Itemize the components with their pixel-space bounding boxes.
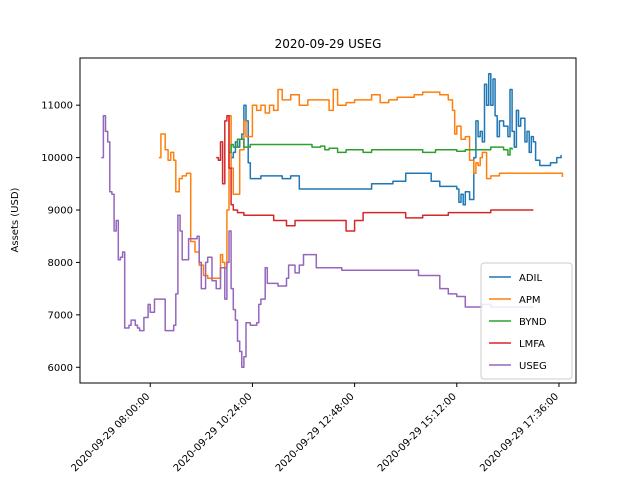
legend-label-apm: APM [519, 295, 541, 306]
y-axis-label: Assets (USD) [10, 187, 21, 252]
legend-box [480, 262, 573, 380]
y-tick-label: 9000 [48, 206, 73, 217]
series-line-bynd [229, 138, 513, 156]
plot-frame [79, 57, 577, 384]
legend-label-bynd: BYND [519, 317, 547, 328]
y-axis-ticks: 6000 7000 8000 9000 10000 11000 [41, 101, 80, 374]
x-tick-label: 2020-09-29 12:48:00 [274, 391, 357, 474]
x-tick-label: 2020-09-29 17:36:00 [478, 391, 561, 474]
series-line-adil [231, 72, 562, 206]
x-tick-label: 2020-09-29 15:12:00 [376, 391, 459, 474]
legend-label-useg: USEG [519, 361, 547, 372]
series-line-apm [158, 88, 564, 279]
series-line-useg [101, 114, 534, 369]
legend: ADIL APM BYND LMFA USEG [480, 262, 573, 380]
chart-title: 2020-09-29 USEG [275, 37, 382, 51]
x-tick-label: 2020-09-29 08:00:00 [69, 391, 152, 474]
legend-label-adil: ADIL [519, 273, 542, 284]
y-tick-label: 7000 [48, 310, 73, 321]
y-tick-label: 8000 [48, 258, 73, 269]
series-line-lmfa [216, 114, 534, 232]
y-tick-label: 11000 [41, 101, 73, 112]
y-tick-label: 6000 [48, 363, 73, 374]
y-tick-label: 10000 [41, 153, 73, 164]
x-tick-label: 2020-09-29 10:24:00 [172, 391, 255, 474]
x-axis-ticks: 2020-09-29 08:00:00 2020-09-29 10:24:00 20… [69, 383, 561, 474]
plot-lines [101, 72, 564, 369]
legend-label-lmfa: LMFA [519, 339, 545, 350]
